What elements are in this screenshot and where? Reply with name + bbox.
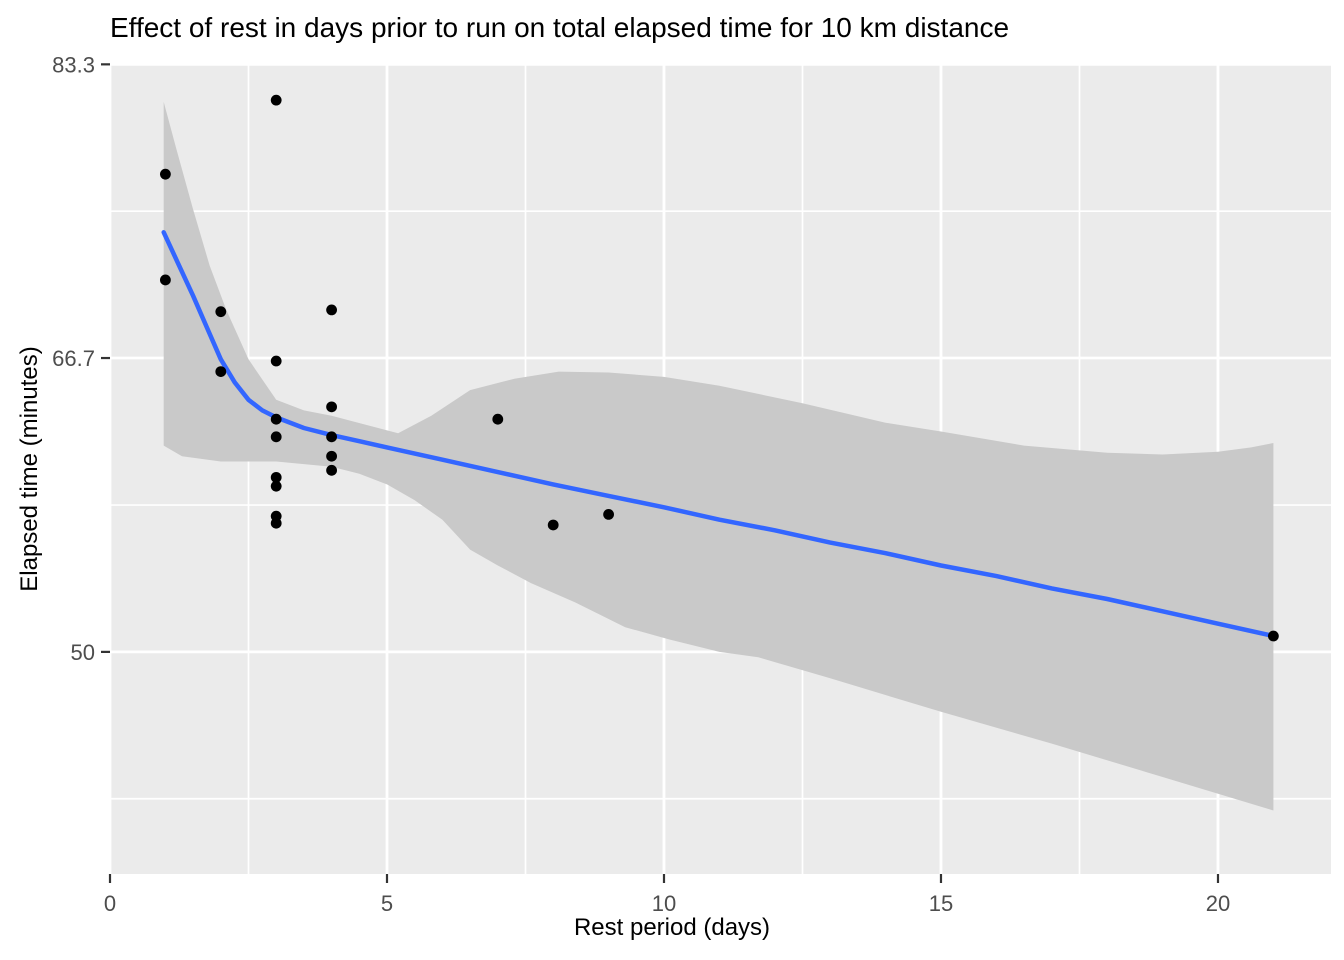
data-point [326,450,337,462]
data-point [270,517,282,529]
data-point [603,508,614,520]
x-tick-label: 5 [381,891,393,916]
data-point [159,274,171,286]
x-tick-label: 15 [929,891,953,916]
smooth-line [161,230,1276,639]
y-axis-title: Elapsed time (minutes) [16,346,43,592]
y-tick-label: 50 [71,640,95,665]
data-point [159,168,171,180]
data-point [270,471,282,483]
plot-title: Effect of rest in days prior to run on t… [110,12,1010,43]
panel-content [110,64,1331,874]
data-point [326,401,337,413]
data-point [270,355,282,367]
data-point [270,94,282,106]
x-axis-title: Rest period (days) [573,914,771,941]
data-point [270,480,282,492]
x-tick-label: 10 [652,891,676,916]
data-point [215,366,227,378]
data-point [1267,630,1279,642]
data-point [270,431,282,443]
y-tick-label: 83.3 [52,52,95,77]
data-point [326,464,337,476]
data-point [326,431,337,443]
x-tick-label: 0 [104,891,116,916]
data-point [215,306,227,318]
x-tick-label: 20 [1206,891,1230,916]
confidence-ribbon [163,101,1274,811]
data-point [547,519,559,531]
data-point [492,413,504,425]
data-point [270,413,282,425]
y-tick-label: 66.7 [52,346,95,371]
data-point [326,304,337,316]
